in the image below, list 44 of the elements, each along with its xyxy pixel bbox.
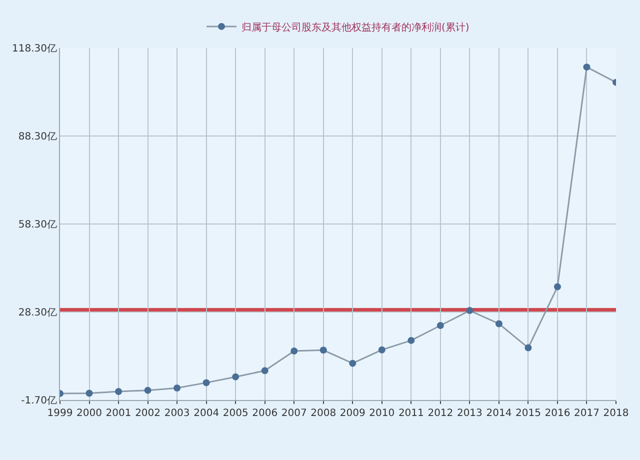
x-tick-label: 2004 bbox=[194, 408, 220, 419]
x-tick-label: 2015 bbox=[515, 408, 541, 419]
y-tick-label: -1.70亿 bbox=[21, 396, 57, 406]
point bbox=[378, 346, 386, 354]
point bbox=[495, 320, 502, 328]
x-tick-label: 2000 bbox=[76, 408, 102, 419]
x-tick-label: 2018 bbox=[603, 408, 629, 419]
point bbox=[174, 384, 181, 392]
x-tick-label: 2009 bbox=[340, 408, 366, 419]
y-tick-label: 58.30亿 bbox=[18, 220, 57, 230]
point bbox=[261, 367, 268, 374]
point bbox=[115, 388, 122, 395]
point bbox=[554, 283, 561, 290]
x-tick-label: 1999 bbox=[47, 408, 73, 419]
point bbox=[232, 373, 240, 380]
point bbox=[320, 346, 327, 354]
x-tick-label: 2007 bbox=[281, 408, 307, 419]
x-tick-label: 2012 bbox=[428, 408, 454, 419]
y-tick-label: 88.30亿 bbox=[18, 132, 57, 142]
point bbox=[202, 379, 210, 386]
x-tick-label: 2001 bbox=[106, 408, 132, 419]
y-tick-label: 28.30亿 bbox=[18, 308, 57, 318]
point bbox=[436, 322, 444, 329]
point bbox=[349, 360, 356, 367]
x-tick-label: 2003 bbox=[164, 408, 190, 419]
point bbox=[290, 348, 298, 355]
x-tick-label: 2002 bbox=[135, 408, 161, 419]
x-tick-label: 2014 bbox=[486, 408, 512, 419]
legend-label: 归属于母公司股东及其他权益持有者的净利润(累计) bbox=[242, 21, 470, 34]
point bbox=[408, 336, 415, 344]
point bbox=[144, 386, 152, 394]
point bbox=[524, 344, 532, 352]
x-tick-label: 2010 bbox=[369, 408, 395, 419]
point bbox=[466, 307, 474, 314]
x-tick-label: 2006 bbox=[252, 408, 278, 419]
x-tick-label: 2016 bbox=[544, 408, 570, 419]
point bbox=[86, 390, 93, 397]
x-tick-label: 2013 bbox=[456, 408, 482, 419]
x-tick-label: 2005 bbox=[222, 408, 248, 419]
x-tick-label: 2011 bbox=[398, 408, 424, 419]
x-tick-label: 2017 bbox=[574, 408, 600, 419]
point bbox=[583, 64, 590, 71]
y-tick-label: 118.30亿 bbox=[12, 44, 57, 54]
x-tick-label: 2008 bbox=[310, 408, 336, 419]
